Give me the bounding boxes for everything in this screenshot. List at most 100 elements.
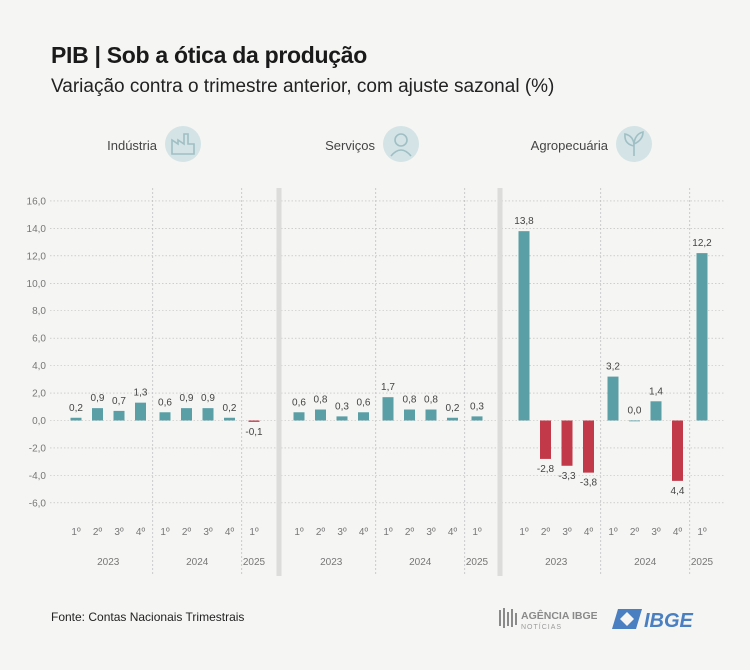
y-tick-label: -4,0 [29, 471, 47, 482]
bar [248, 420, 260, 422]
quarter-label: 1º [160, 527, 170, 538]
bar [471, 416, 483, 421]
factory-icon [165, 126, 201, 162]
quarter-label: 4º [359, 527, 369, 538]
quarter-label: 1º [472, 527, 482, 538]
bar [135, 402, 146, 421]
quarter-label: 4º [225, 527, 235, 538]
bar [224, 417, 235, 421]
quarter-label: 3º [651, 527, 661, 538]
worker-icon [383, 126, 419, 162]
quarter-label: 4º [136, 527, 146, 538]
bar [425, 409, 437, 421]
data-label: 1,4 [649, 386, 663, 397]
year-label: 2025 [466, 557, 489, 568]
quarter-label: 3º [203, 527, 213, 538]
bar [696, 253, 708, 421]
data-label: 0,9 [91, 393, 105, 404]
quarter-label: 1º [383, 527, 393, 538]
quarter-label: 4º [673, 527, 683, 538]
data-label: -3,3 [558, 471, 576, 482]
data-label: 0,3 [470, 401, 484, 412]
data-label: 3,2 [606, 362, 620, 373]
bar [629, 420, 640, 422]
bar [293, 412, 305, 421]
agencia-logo-text: AGÊNCIA IBGE [521, 609, 597, 622]
y-tick-label: 0,0 [32, 416, 46, 427]
quarter-label: 2º [541, 527, 551, 538]
agencia-logo-subtext: NOTÍCIAS [521, 622, 562, 631]
data-label: 0,2 [223, 403, 237, 414]
y-tick-label: 4,0 [32, 361, 46, 372]
data-label: -0,1 [245, 427, 263, 438]
chart-subtitle: Variação contra o trimestre anterior, co… [51, 76, 555, 97]
data-label: 0,8 [314, 395, 328, 406]
bar [540, 420, 551, 459]
panel-title: Indústria [107, 138, 158, 153]
quarter-label: 2º [182, 527, 192, 538]
bar [113, 410, 125, 421]
data-label: 0,9 [180, 393, 194, 404]
quarter-label: 2º [93, 527, 103, 538]
bar [336, 416, 348, 421]
bar [92, 408, 103, 421]
panel-title: Agropecuária [531, 138, 609, 153]
agencia-ibge-logo: AGÊNCIA IBGE NOTÍCIAS [499, 608, 597, 631]
year-label: 2025 [243, 557, 266, 568]
ibge-logo-text: IBGE [644, 610, 694, 632]
y-tick-label: 6,0 [32, 334, 46, 345]
bar [650, 401, 662, 421]
quarter-label: 1º [519, 527, 529, 538]
source-note: Fonte: Contas Nacionais Trimestrais [51, 610, 245, 624]
bar [518, 231, 530, 421]
data-label: 0,9 [201, 393, 215, 404]
y-tick-label: 2,0 [32, 389, 46, 400]
y-tick-label: 14,0 [27, 224, 47, 235]
quarter-label: 1º [71, 527, 81, 538]
quarter-label: 1º [294, 527, 304, 538]
y-tick-label: 10,0 [27, 279, 47, 290]
year-label: 2023 [320, 557, 343, 568]
year-label: 2025 [691, 557, 714, 568]
y-tick-label: 12,0 [27, 251, 47, 262]
bar [159, 412, 171, 421]
data-label: 0,7 [112, 396, 126, 407]
data-label: 0,8 [403, 395, 417, 406]
data-label: 0,3 [335, 401, 349, 412]
y-tick-label: 8,0 [32, 306, 46, 317]
bar [181, 408, 192, 421]
year-label: 2024 [409, 557, 432, 568]
data-label: 0,8 [424, 395, 438, 406]
bar [382, 397, 394, 421]
data-label: 1,7 [381, 382, 395, 393]
bar [358, 412, 369, 421]
quarter-label: 4º [584, 527, 594, 538]
quarter-label: 1º [249, 527, 259, 538]
plant-icon [616, 126, 652, 162]
data-label: 4,4 [671, 486, 685, 497]
data-label: 0,2 [69, 403, 83, 414]
quarter-label: 2º [316, 527, 326, 538]
quarter-label: 2º [405, 527, 415, 538]
data-label: -3,8 [580, 478, 598, 489]
data-label: 0,6 [292, 397, 306, 408]
bar [583, 420, 594, 473]
data-label: 0,2 [446, 403, 460, 414]
pib-chart: 16,0 14,0 12,0 10,0 8,0 6,0 4,0 2,0 0,0 -2,0 -4,0 -… [27, 126, 725, 576]
bar [561, 420, 573, 466]
data-label: 0,0 [628, 406, 642, 417]
year-label: 2023 [545, 557, 568, 568]
bar [607, 376, 619, 421]
year-label: 2024 [634, 557, 657, 568]
data-label: 0,6 [357, 397, 371, 408]
bar [672, 420, 683, 481]
bar [315, 409, 326, 421]
ibge-logo: IBGE [612, 609, 694, 632]
quarter-label: 2º [630, 527, 640, 538]
bar [404, 409, 415, 421]
data-label: 0,6 [158, 397, 172, 408]
bar [202, 408, 214, 421]
quarter-label: 3º [426, 527, 436, 538]
y-tick-label: -2,0 [29, 443, 47, 454]
y-tick-label: -6,0 [29, 498, 47, 509]
